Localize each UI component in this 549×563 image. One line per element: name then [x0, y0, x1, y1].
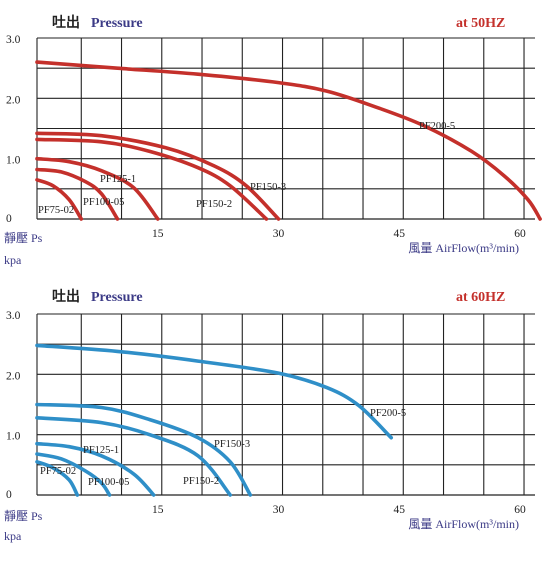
- curve-pf150-2: [35, 416, 232, 497]
- series-label-pf200-5: PF200-5: [370, 408, 406, 419]
- grid-50hz: [36, 37, 535, 220]
- curve-pf200-5: [35, 343, 393, 440]
- frequency-label: at 60HZ: [456, 290, 505, 305]
- curve-pf125-1: [35, 156, 160, 221]
- curve-pf200-5: [35, 60, 542, 221]
- y-tick-label: 1.0: [6, 431, 21, 443]
- x-tick-label: 30: [273, 504, 285, 516]
- x-tick-label: 45: [394, 228, 406, 240]
- series-label-pf75-02: PF75-02: [40, 466, 76, 477]
- x-tick-label: 60: [514, 504, 526, 516]
- curve-pf125-1: [35, 441, 156, 497]
- curve-pf150-2: [35, 137, 269, 221]
- series-label-pf200-5: PF200-5: [419, 121, 455, 132]
- x-tick-label: 15: [152, 504, 164, 516]
- curves-60hz: [35, 343, 393, 497]
- x-axis-label: 風量 AirFlow(m³/min): [408, 517, 519, 531]
- curve-pf100-05: [35, 452, 112, 497]
- series-label-pf100-05: PF100-05: [88, 477, 129, 488]
- labels-60hz: 吐出 Pressure at 60HZ 0 1.0 2.0 3.0 15 30 45 60 靜壓…: [4, 288, 526, 543]
- curves-50hz: [35, 60, 542, 221]
- y-tick-label: 3.0: [6, 310, 21, 322]
- y-axis-label: 靜壓 Ps: [4, 509, 43, 523]
- series-label-pf125-1: PF125-1: [100, 174, 136, 185]
- series-label-pf125-1: PF125-1: [83, 445, 119, 456]
- title-cn: 吐出: [52, 288, 80, 305]
- grid-60hz: [36, 313, 535, 496]
- title-en: Pressure: [91, 16, 143, 31]
- y-axis-label: 靜壓 Ps: [4, 231, 43, 245]
- curve-pf75-02: [35, 178, 84, 221]
- x-tick-label: 45: [394, 504, 406, 516]
- x-tick-label: 15: [152, 228, 164, 240]
- title-cn: 吐出: [52, 14, 80, 31]
- y-axis-unit: kpa: [4, 529, 22, 543]
- y-tick-label: 1.0: [6, 155, 21, 167]
- y-tick-label: 0: [6, 213, 12, 225]
- x-tick-label: 60: [514, 228, 526, 240]
- labels-50hz: 吐出 Pressure at 50HZ 0 1.0 2.0 3.0 15 30 45 60 靜壓…: [4, 14, 526, 267]
- frequency-label: at 50HZ: [456, 16, 505, 31]
- curve-pf100-05: [35, 167, 120, 221]
- chart-60hz: 吐出 Pressure at 60HZ 0 1.0 2.0 3.0 15 30 45 60 靜壓…: [4, 288, 535, 543]
- series-label-pf150-2: PF150-2: [196, 199, 232, 210]
- x-tick-label: 30: [273, 228, 285, 240]
- chart-50hz: 吐出 Pressure at 50HZ 0 1.0 2.0 3.0 15 30 45 60 靜壓…: [4, 14, 542, 267]
- curve-pf75-02: [35, 460, 80, 497]
- curve-pf150-3: [35, 131, 281, 221]
- y-tick-label: 3.0: [6, 34, 21, 46]
- curve-pf150-3: [35, 402, 253, 497]
- y-tick-label: 2.0: [6, 370, 21, 382]
- y-tick-label: 2.0: [6, 94, 21, 106]
- y-axis-unit: kpa: [4, 253, 22, 267]
- series-label-pf150-3: PF150-3: [250, 182, 286, 193]
- x-axis-label: 風量 AirFlow(m³/min): [408, 241, 519, 255]
- series-label-pf150-2: PF150-2: [183, 476, 219, 487]
- series-label-pf150-3: PF150-3: [214, 439, 250, 450]
- y-tick-label: 0: [6, 489, 12, 501]
- series-label-pf100-05: PF100-05: [83, 197, 124, 208]
- title-en: Pressure: [91, 290, 143, 305]
- series-label-pf75-02: PF75-02: [38, 205, 74, 216]
